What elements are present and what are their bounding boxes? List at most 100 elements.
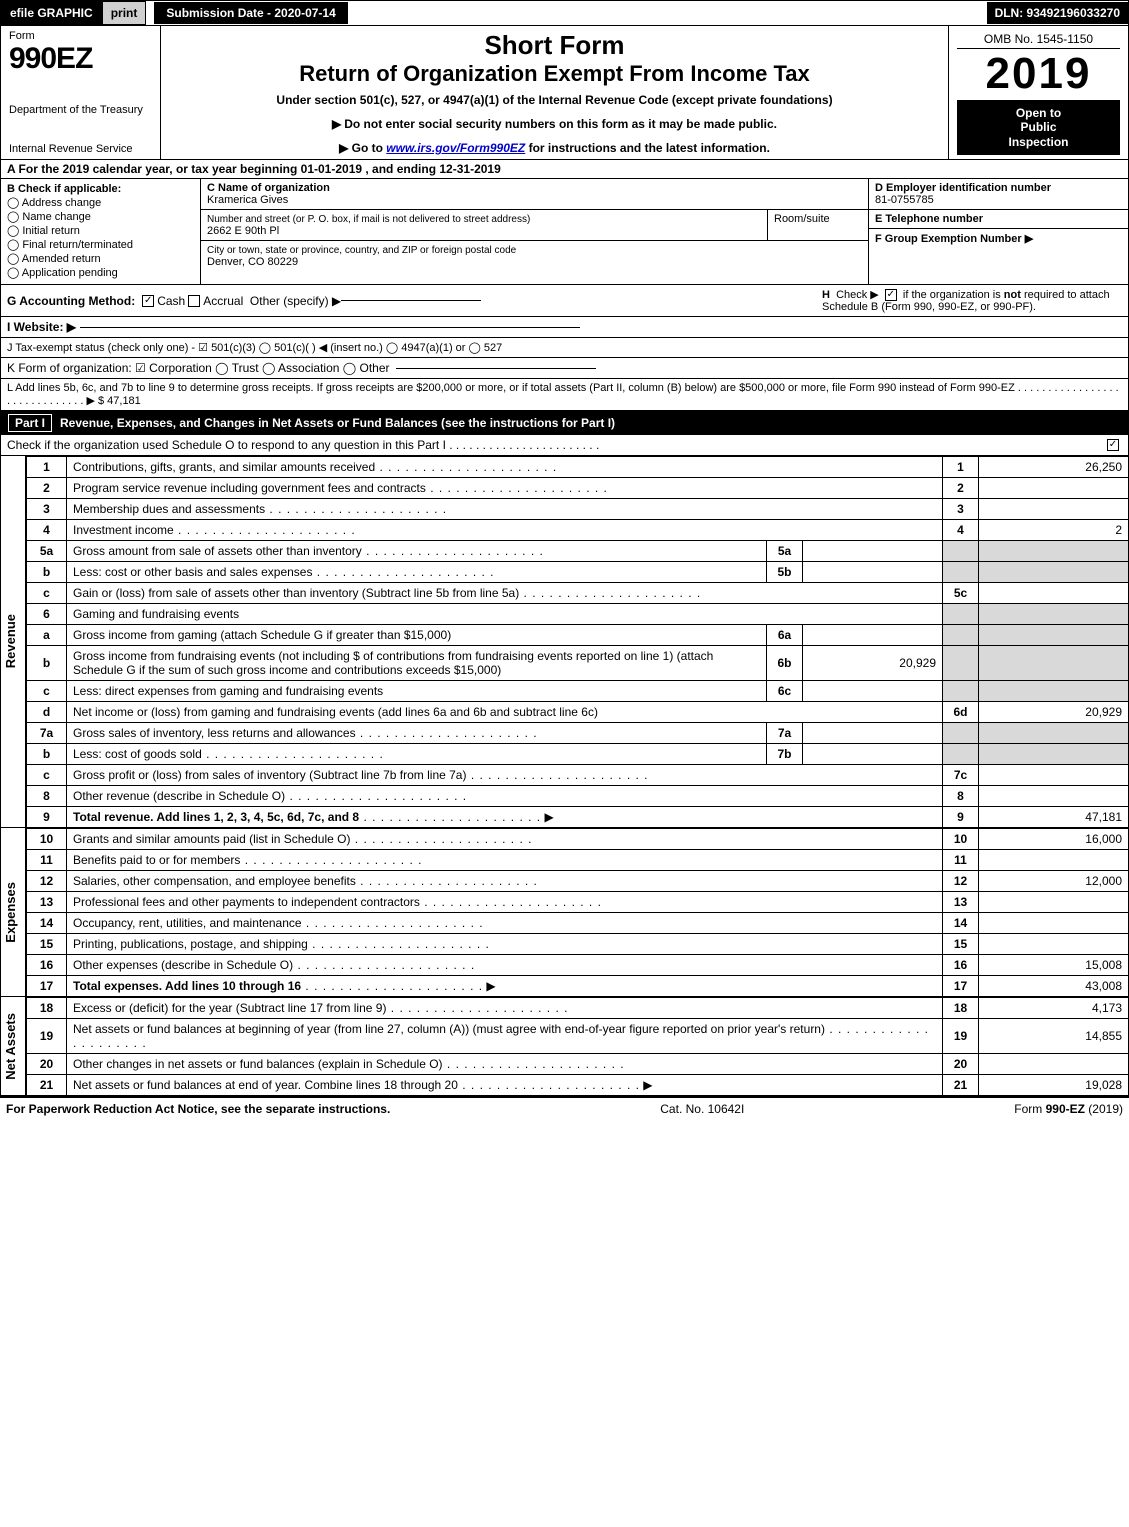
table-row: 6Gaming and fundraising events — [27, 604, 1129, 625]
table-row: bGross income from fundraising events (n… — [27, 646, 1129, 681]
table-row: 5aGross amount from sale of assets other… — [27, 541, 1129, 562]
tax-year: 2019 — [986, 49, 1092, 99]
section-c-org-info: C Name of organization Kramerica Gives N… — [201, 179, 868, 284]
cb-amended-return[interactable]: ◯ Amended return — [7, 252, 194, 265]
org-address: 2662 E 90th Pl — [207, 225, 761, 237]
table-row: 3Membership dues and assessments3 — [27, 499, 1129, 520]
j-text: J Tax-exempt status (check only one) - ☑… — [7, 341, 502, 354]
line-g-h: G Accounting Method: Cash Accrual Other … — [0, 285, 1129, 317]
net-assets-vertical-label: Net Assets — [1, 1011, 25, 1082]
header-left: Form 990EZ Department of the Treasury In… — [1, 26, 161, 159]
addr-label: Number and street (or P. O. box, if mail… — [207, 214, 530, 225]
table-row: 4Investment income42 — [27, 520, 1129, 541]
net-assets-side-label: Net Assets — [1, 997, 26, 1096]
table-row: 7aGross sales of inventory, less returns… — [27, 723, 1129, 744]
table-row: 16Other expenses (describe in Schedule O… — [27, 955, 1129, 976]
expenses-vertical-label: Expenses — [1, 880, 25, 945]
form-label: Form — [9, 30, 152, 42]
table-row: 11Benefits paid to or for members11 — [27, 850, 1129, 871]
table-row: bLess: cost or other basis and sales exp… — [27, 562, 1129, 583]
header-right: OMB No. 1545-1150 2019 Open to Public In… — [948, 26, 1128, 159]
table-row: dNet income or (loss) from gaming and fu… — [27, 702, 1129, 723]
line-k: K Form of organization: ☑ Corporation ◯ … — [0, 358, 1129, 379]
g-other: Other (specify) ▶ — [250, 294, 341, 308]
table-row: 18Excess or (deficit) for the year (Subt… — [27, 998, 1129, 1019]
part-1-badge: Part I — [8, 414, 52, 432]
line-i: I Website: ▶ — [0, 317, 1129, 338]
expenses-side-label: Expenses — [1, 828, 26, 997]
f-label: F Group Exemption Number ▶ — [875, 233, 1033, 245]
table-row: 21Net assets or fund balances at end of … — [27, 1075, 1129, 1096]
table-row: 10Grants and similar amounts paid (list … — [27, 829, 1129, 850]
open-line1: Open to — [1016, 106, 1061, 120]
cb-application-pending[interactable]: ◯ Application pending — [7, 266, 194, 279]
table-row: 20Other changes in net assets or fund ba… — [27, 1054, 1129, 1075]
omb-number: OMB No. 1545-1150 — [957, 30, 1120, 49]
goto-post: for instructions and the latest informat… — [525, 141, 770, 155]
table-row: 15Printing, publications, postage, and s… — [27, 934, 1129, 955]
table-row: 19Net assets or fund balances at beginni… — [27, 1019, 1129, 1054]
g-accrual: Accrual — [203, 294, 243, 308]
page-footer: For Paperwork Reduction Act Notice, see … — [0, 1096, 1129, 1120]
goto-pre: Go to — [352, 141, 387, 155]
open-line3: Inspection — [1008, 135, 1068, 149]
submission-date-label: Submission Date - 2020-07-14 — [154, 2, 347, 24]
part-1-header: Part I Revenue, Expenses, and Changes in… — [0, 411, 1129, 435]
cb-initial-return[interactable]: ◯ Initial return — [7, 224, 194, 237]
line-l: L Add lines 5b, 6c, and 7b to line 9 to … — [0, 379, 1129, 411]
efile-graphic-button[interactable]: efile GRAPHIC — [1, 1, 102, 25]
section-d-e-f: D Employer identification number 81-0755… — [868, 179, 1128, 284]
ssn-warning: Do not enter social security numbers on … — [169, 117, 940, 131]
k-blank — [396, 368, 596, 369]
table-row: cLess: direct expenses from gaming and f… — [27, 681, 1129, 702]
cb-final-return[interactable]: ◯ Final return/terminated — [7, 238, 194, 251]
part-1-title: Revenue, Expenses, and Changes in Net As… — [60, 416, 1121, 430]
g-other-blank — [341, 300, 481, 301]
table-row: 12Salaries, other compensation, and empl… — [27, 871, 1129, 892]
city-label: City or town, state or province, country… — [207, 245, 516, 256]
dept-treasury: Department of the Treasury — [9, 104, 152, 116]
net-assets-section: Net Assets 18Excess or (deficit) for the… — [0, 997, 1129, 1096]
table-row: 1Contributions, gifts, grants, and simil… — [27, 457, 1129, 478]
d-label: D Employer identification number — [875, 182, 1051, 194]
org-name: Kramerica Gives — [207, 194, 862, 206]
cb-address-change[interactable]: ◯ Address change — [7, 196, 194, 209]
g-label: G Accounting Method: — [7, 294, 135, 308]
table-row: cGain or (loss) from sale of assets othe… — [27, 583, 1129, 604]
cat-no: Cat. No. 10642I — [660, 1102, 744, 1116]
table-row: 2Program service revenue including gover… — [27, 478, 1129, 499]
website-blank — [80, 327, 580, 328]
dept-irs: Internal Revenue Service — [9, 143, 152, 155]
section-b-checkboxes: B Check if applicable: ◯ Address change … — [1, 179, 201, 284]
org-city: Denver, CO 80229 — [207, 256, 862, 268]
net-assets-table: 18Excess or (deficit) for the year (Subt… — [26, 997, 1129, 1096]
open-to-public-badge: Open to Public Inspection — [957, 100, 1120, 155]
table-row: 9Total revenue. Add lines 1, 2, 3, 4, 5c… — [27, 807, 1129, 828]
e-label: E Telephone number — [875, 213, 983, 225]
cb-name-change[interactable]: ◯ Name change — [7, 210, 194, 223]
table-row: 8Other revenue (describe in Schedule O)8 — [27, 786, 1129, 807]
top-bar: efile GRAPHIC print Submission Date - 20… — [0, 0, 1129, 26]
cb-accrual[interactable] — [188, 295, 200, 307]
form-990ez-page: efile GRAPHIC print Submission Date - 20… — [0, 0, 1129, 1120]
table-row: 14Occupancy, rent, utilities, and mainte… — [27, 913, 1129, 934]
table-row: 17Total expenses. Add lines 10 through 1… — [27, 976, 1129, 997]
revenue-section: Revenue 1Contributions, gifts, grants, a… — [0, 456, 1129, 828]
expenses-table: 10Grants and similar amounts paid (list … — [26, 828, 1129, 997]
print-button[interactable]: print — [102, 1, 147, 25]
c-label: C Name of organization — [207, 182, 330, 194]
cb-h-check[interactable] — [885, 289, 897, 301]
expenses-section: Expenses 10Grants and similar amounts pa… — [0, 828, 1129, 997]
irs-link[interactable]: www.irs.gov/Form990EZ — [386, 141, 525, 155]
return-title: Return of Organization Exempt From Incom… — [169, 61, 940, 87]
cb-schedule-o[interactable] — [1107, 439, 1119, 451]
table-row: bLess: cost of goods sold7b — [27, 744, 1129, 765]
part-1-check-text: Check if the organization used Schedule … — [7, 438, 1104, 452]
ein-value: 81-0755785 — [875, 194, 934, 206]
table-row: cGross profit or (loss) from sales of in… — [27, 765, 1129, 786]
short-form-title: Short Form — [169, 30, 940, 61]
under-section-text: Under section 501(c), 527, or 4947(a)(1)… — [169, 93, 940, 107]
cb-cash[interactable] — [142, 295, 154, 307]
header-row: Form 990EZ Department of the Treasury In… — [0, 26, 1129, 160]
line-j: J Tax-exempt status (check only one) - ☑… — [0, 338, 1129, 358]
